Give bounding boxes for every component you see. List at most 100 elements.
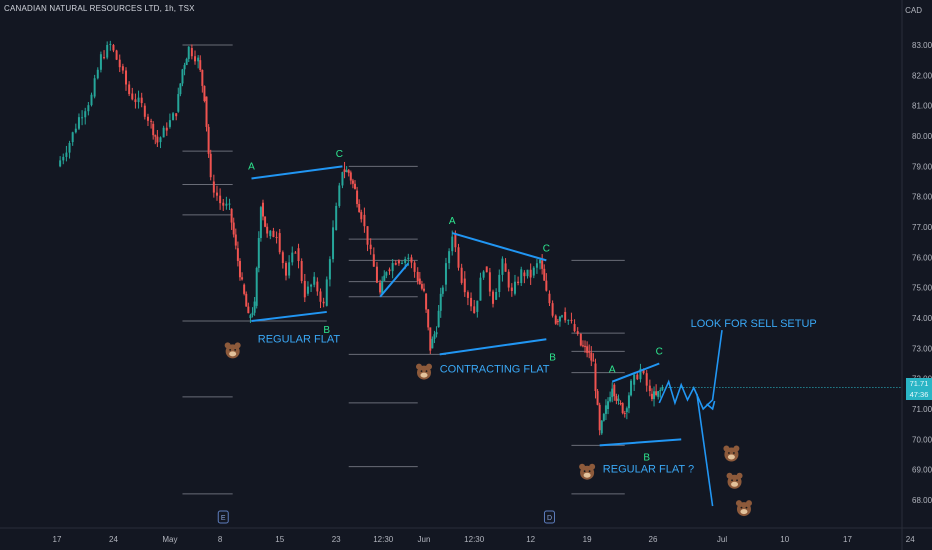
candle-body <box>375 266 378 283</box>
candle-body <box>209 153 212 178</box>
candle-body <box>381 280 384 294</box>
candle-body <box>526 269 529 277</box>
candle-body <box>62 156 65 161</box>
candle-body <box>554 315 557 324</box>
x-tick-label: 17 <box>53 535 62 544</box>
candle-body <box>306 286 309 294</box>
candle-body <box>619 402 622 404</box>
candle-body <box>266 226 269 234</box>
candle-body <box>300 261 303 281</box>
candle-body <box>257 237 260 268</box>
candle-body <box>369 244 372 250</box>
candle-body <box>594 363 597 392</box>
bear-icon <box>728 452 730 454</box>
y-tick-label: 74.00 <box>912 314 932 323</box>
candle-body <box>207 126 210 154</box>
wave-label: A <box>248 161 255 172</box>
candle-body <box>230 208 233 223</box>
candle-body <box>429 327 432 351</box>
bear-icon <box>740 509 748 515</box>
candle-body <box>99 54 102 70</box>
y-tick-label: 78.00 <box>912 193 932 202</box>
candle-body <box>332 227 335 260</box>
candle-body <box>561 315 564 317</box>
candle-body <box>457 247 460 268</box>
candle-body <box>615 396 618 401</box>
candle-body <box>215 192 218 196</box>
candle-body <box>581 345 584 347</box>
candle-body <box>74 128 77 133</box>
candle-body <box>249 315 252 318</box>
candle-body <box>642 369 645 374</box>
candle-body <box>183 65 186 70</box>
candle-body <box>175 113 178 117</box>
bear-icon <box>745 506 748 509</box>
candle-body <box>570 319 573 321</box>
y-tick-label: 80.00 <box>912 132 932 141</box>
bear-icon <box>420 372 428 378</box>
candle-body <box>397 260 400 264</box>
event-marker <box>543 510 555 524</box>
x-tick-label: 12 <box>526 535 535 544</box>
bear-icon <box>740 506 743 509</box>
last-price-value: 71.71 <box>909 379 929 388</box>
candle-body <box>247 306 250 314</box>
candle-body <box>121 66 124 71</box>
candle-body <box>539 259 542 264</box>
candle-body <box>245 293 248 307</box>
candle-body <box>203 85 206 101</box>
candle-body <box>347 170 350 173</box>
candle-body <box>106 44 109 58</box>
candle-body <box>264 216 267 227</box>
candle-body <box>316 281 319 292</box>
candle-body <box>341 172 344 186</box>
candle-body <box>140 97 143 104</box>
candle-body <box>59 160 62 167</box>
candle-body <box>473 306 476 314</box>
bear-icon <box>229 351 237 357</box>
bear-icon <box>588 470 591 473</box>
candle-body <box>356 190 359 204</box>
candle-body <box>621 403 624 413</box>
candle-body <box>592 360 595 362</box>
candle-body <box>238 260 241 278</box>
candle-body <box>657 391 660 397</box>
candle-body <box>319 291 322 302</box>
y-tick-label: 77.00 <box>912 223 932 232</box>
candle-body <box>586 346 589 353</box>
candle-body <box>272 230 275 238</box>
candle-body <box>401 262 404 264</box>
candle-body <box>495 291 498 300</box>
candle-body <box>128 84 131 95</box>
candle-body <box>81 117 84 119</box>
candle-body <box>353 183 356 189</box>
candle-body <box>281 252 284 264</box>
candle-body <box>345 170 348 173</box>
candle-body <box>466 292 469 298</box>
candle-body <box>328 259 331 280</box>
event-marker-label: E <box>221 515 226 522</box>
y-tick-label: 70.00 <box>912 435 932 444</box>
candle-body <box>322 301 325 304</box>
y-tick-label: 71.00 <box>912 405 932 414</box>
event-marker <box>217 510 229 524</box>
candle-body <box>573 324 576 332</box>
x-tick-label: 26 <box>649 535 658 544</box>
candle-body <box>451 236 454 252</box>
candle-body <box>197 57 200 62</box>
candle-body <box>488 272 491 292</box>
candle-body <box>548 293 551 304</box>
candle-body <box>90 94 93 106</box>
candle-body <box>109 43 112 45</box>
candle-body <box>325 279 328 306</box>
candle-body <box>313 276 316 285</box>
candle-body <box>177 94 180 112</box>
candle-body <box>613 384 616 397</box>
candle-body <box>131 93 134 100</box>
candle-body <box>71 132 74 143</box>
candle-body <box>190 48 193 57</box>
candle-body <box>137 97 140 103</box>
bear-icon <box>733 452 735 454</box>
candle-body <box>181 69 184 84</box>
